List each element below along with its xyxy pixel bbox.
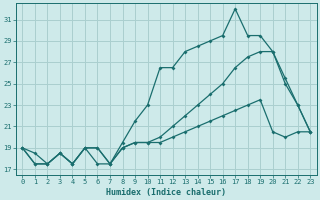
X-axis label: Humidex (Indice chaleur): Humidex (Indice chaleur) [106,188,226,197]
